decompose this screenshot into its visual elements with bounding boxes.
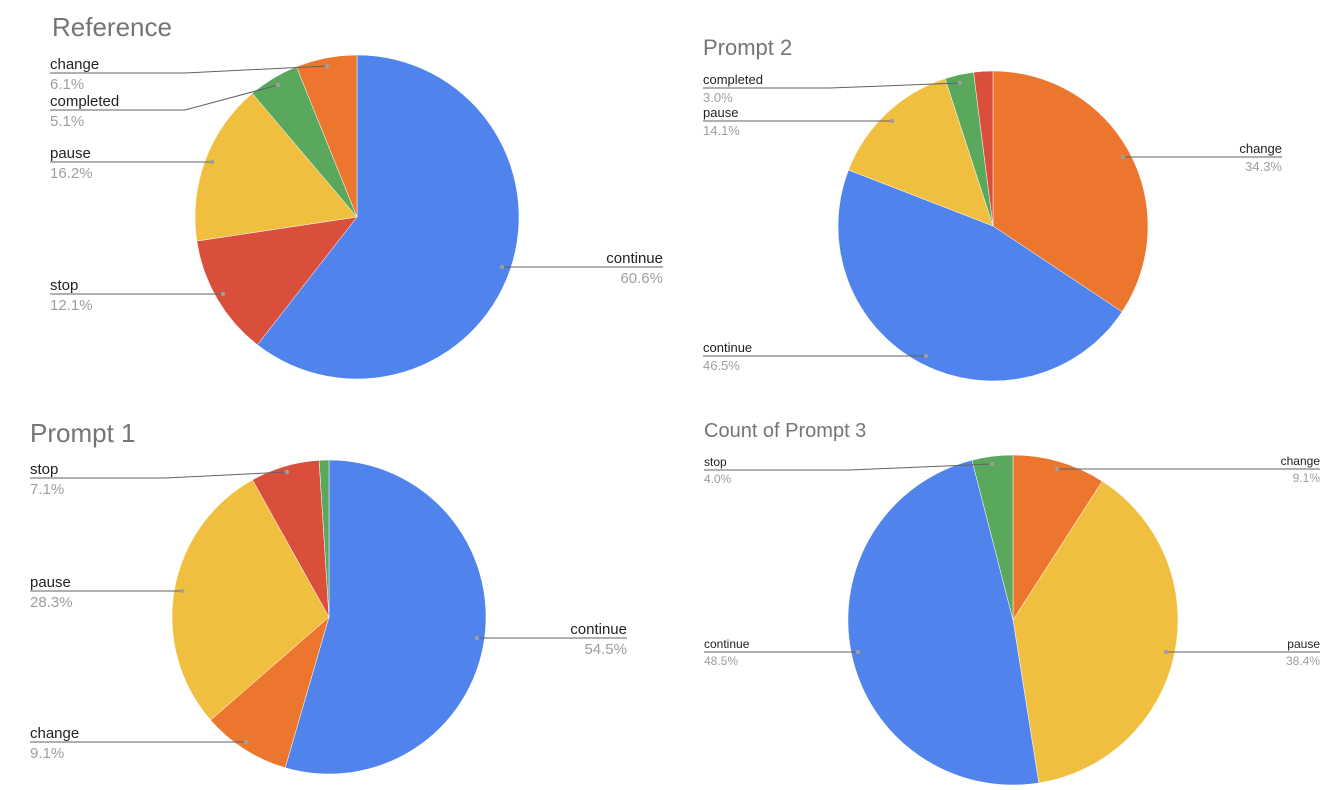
leader-dot [923,353,929,359]
leader-dot [855,649,861,655]
slice-label-continue: continue 46.5% [703,340,929,373]
slice-percent: 38.4% [1286,654,1320,668]
slice-percent: 12.1% [50,297,93,314]
pie-slice-continue [257,54,520,380]
pie-slice-segment-4 [318,459,330,618]
slice-label-pause: pause 38.4% [1163,637,1320,668]
pie-slice-pause [1012,480,1179,784]
slice-percent: 7.1% [30,481,64,498]
leader-dot [957,80,963,86]
slice-percent: 46.5% [703,358,740,373]
slice-name: pause [50,145,91,162]
slice-label-change: change 6.1% [50,56,330,93]
leader-dot [324,63,330,69]
chart-title: Prompt 1 [30,418,136,448]
pie-chart-prompt-1: Prompt 1 continue 54.5% change 9.1% pause 28.3… [30,418,627,775]
slice-name: continue [703,340,752,355]
slice-name: stop [704,455,727,469]
slice-label-stop: stop 12.1% [50,277,226,314]
slice-name: pause [1287,637,1320,651]
slice-percent: 3.0% [703,90,733,105]
slice-name: completed [50,93,119,110]
slice-name: change [1239,141,1282,156]
slice-percent: 16.2% [50,165,93,182]
slice-label-stop: stop 7.1% [30,461,290,498]
slice-percent: 34.3% [1245,159,1282,174]
leader-line [704,463,993,471]
slice-label-change: change 34.3% [1120,141,1282,174]
slice-name: stop [50,277,78,294]
slice-percent: 5.1% [50,113,84,130]
pie-slice-pause [171,479,330,721]
slice-label-continue: continue 60.6% [499,250,663,287]
pie-slice-continue [284,459,487,775]
slice-label-pause: pause 28.3% [30,574,185,611]
chart-title: Reference [52,12,172,42]
slice-percent: 6.1% [50,76,84,93]
slice-percent: 48.5% [704,654,738,668]
leader-line [50,84,279,111]
leader-dot [284,469,290,475]
leader-dot [989,461,995,467]
slice-percent: 54.5% [584,641,627,658]
pie-slice-stop [196,216,358,346]
slice-label-pause: pause 16.2% [50,145,215,182]
slice-label-completed: completed 3.0% [703,72,963,105]
chart-title: Count of Prompt 3 [704,420,866,442]
leader-line [703,82,961,89]
slice-name: change [1281,454,1321,468]
leader-dot [889,118,895,124]
leader-dot [1120,154,1126,160]
pie-chart-prompt-2: Prompt 2 change 34.3% continue 46.5% pause 14.… [703,35,1282,382]
leader-dot [179,588,185,594]
pie-chart-count-of-prompt-3: Count of Prompt 3 change 9.1% pause 38.4% con… [704,420,1321,786]
slice-percent: 14.1% [703,123,740,138]
slice-label-completed: completed 5.1% [50,82,281,130]
pie-slice-change [1012,454,1103,621]
slice-label-change: change 9.1% [30,725,249,762]
slice-name: pause [703,105,738,120]
leader-dot [1054,466,1060,472]
slice-name: continue [704,637,750,651]
slice-name: completed [703,72,763,87]
slice-name: pause [30,574,71,591]
slice-label-continue: continue 48.5% [704,637,861,668]
pie-slice-continue [847,459,1040,786]
leader-dot [1163,649,1169,655]
pie-slice-change [210,616,330,769]
slice-percent: 4.0% [704,472,732,486]
slice-label-stop: stop 4.0% [704,455,995,486]
slice-name: stop [30,461,58,478]
slice-name: continue [570,621,627,638]
chart-title: Prompt 2 [703,35,792,60]
slice-label-continue: continue 54.5% [474,621,627,658]
slice-label-change: change 9.1% [1054,454,1321,485]
leader-dot [220,291,226,297]
slice-name: change [30,725,79,742]
slice-name: continue [606,250,663,267]
leader-dot [474,635,480,641]
pie-slice-continue [837,169,1123,382]
leader-dot [275,82,281,88]
slice-percent: 9.1% [30,745,64,762]
pie-chart-reference: Reference continue 60.6% stop 12.1% pause 16.2… [50,12,663,380]
slice-label-pause: pause 14.1% [703,105,895,138]
pie-slice-pause [194,93,358,242]
leader-line [50,65,328,74]
leader-line [30,471,288,479]
slice-percent: 28.3% [30,594,73,611]
leader-dot [499,264,505,270]
leader-dot [209,159,215,165]
pie-slice-segment-4 [973,70,994,227]
pie-slice-change [296,54,358,218]
leader-dot [243,739,249,745]
pie-slice-stop [971,454,1014,621]
slice-percent: 9.1% [1293,471,1321,485]
slice-name: change [50,56,99,73]
slice-percent: 60.6% [620,270,663,287]
